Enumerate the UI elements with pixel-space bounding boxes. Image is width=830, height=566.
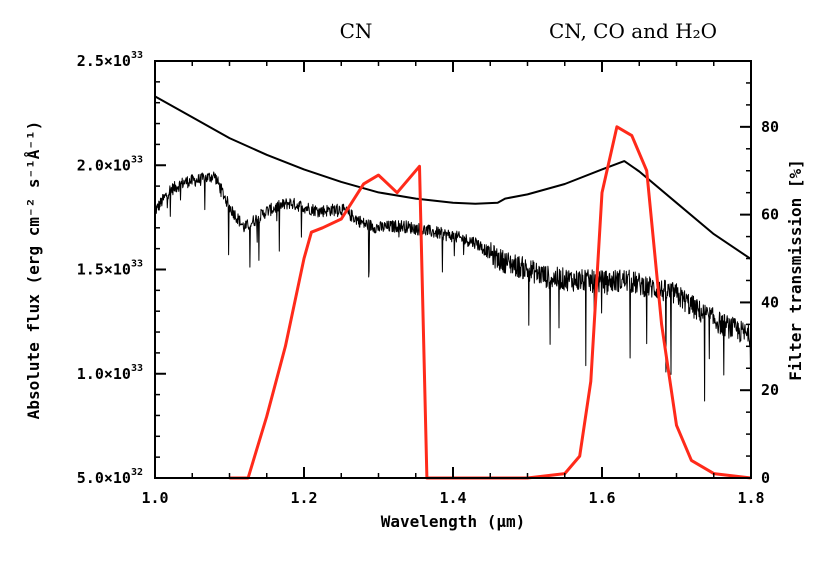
y-left-tick-exponent: 33 <box>131 154 143 165</box>
annotation-cn: CN <box>340 19 373 43</box>
y-left-tick-label: 1.0×1033 <box>77 363 143 383</box>
y-left-tick-label: 5.0×1032 <box>77 467 143 487</box>
x-axis: 1.0 1.2 1.4 1.6 1.8 <box>141 61 765 507</box>
x-tick-label: 1.2 <box>290 489 317 507</box>
y-axis-left: 5.0×1032 1.0×1033 1.5×1033 2.0×1033 2.5×1033 <box>77 50 166 487</box>
y-axis-right-title: Filter transmission [%] <box>786 159 805 381</box>
y-right-tick-label: 80 <box>761 118 779 136</box>
x-tick-label: 1.4 <box>439 489 466 507</box>
series-layer <box>154 95 752 480</box>
series-line-1 <box>154 95 752 260</box>
x-axis-title: Wavelength (µm) <box>381 512 526 531</box>
annotation-layer: CN CN, CO and H₂O <box>340 19 717 43</box>
x-tick-label: 1.6 <box>588 489 615 507</box>
x-tick-label: 1.0 <box>141 489 168 507</box>
y-left-tick-exponent: 33 <box>131 363 143 374</box>
y-axis-right: 0 20 40 60 80 <box>740 82 779 487</box>
y-right-tick-label: 20 <box>761 381 779 399</box>
annotation-cn-co-h2o: CN, CO and H₂O <box>549 19 717 43</box>
series-line-0 <box>154 171 752 402</box>
y-left-tick-exponent: 33 <box>131 259 143 270</box>
y-axis-left-title: Absolute flux (erg cm⁻² s⁻¹Å⁻¹) <box>24 121 43 420</box>
y-right-tick-label: 0 <box>761 469 770 487</box>
x-tick-label: 1.8 <box>737 489 764 507</box>
y-left-tick-label: 1.5×1033 <box>77 259 143 279</box>
y-left-tick-label: 2.0×1033 <box>77 154 143 174</box>
series-line-2 <box>229 125 752 480</box>
y-right-tick-label: 60 <box>761 206 779 224</box>
y-left-tick-exponent: 33 <box>131 50 143 61</box>
y-right-tick-label: 40 <box>761 293 779 311</box>
plot-frame <box>154 60 752 479</box>
y-left-tick-exponent: 32 <box>131 467 143 478</box>
y-left-tick-label: 2.5×1033 <box>77 50 143 70</box>
